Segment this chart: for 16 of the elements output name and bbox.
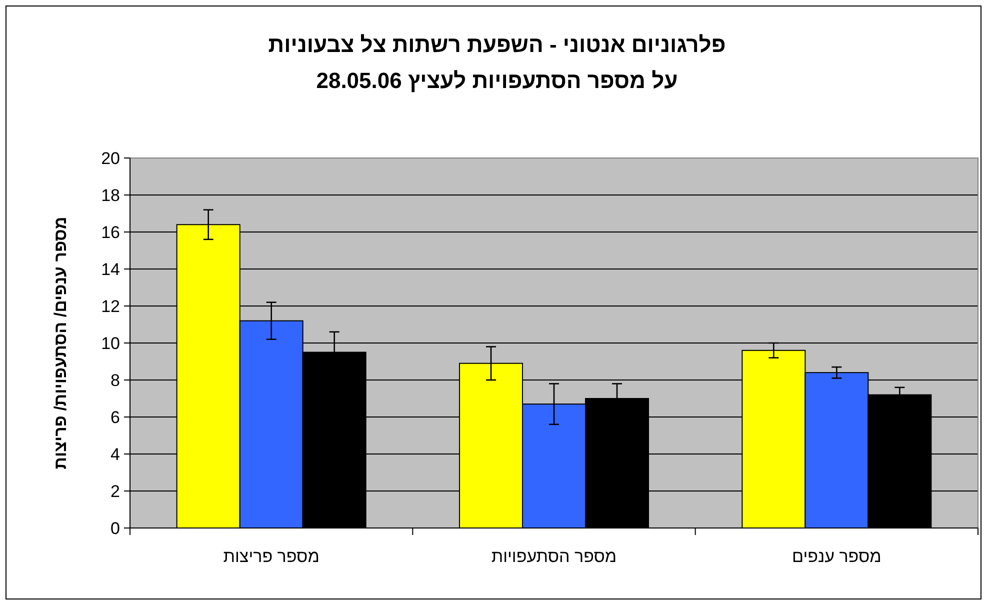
y-axis-title: מספר ענפים/ הסתעפויות/ פריצות	[51, 216, 70, 470]
y-tick-label: 6	[110, 408, 120, 427]
chart-title: פלרגוניום אנטוני - השפעת רשתות צל צבעוניות על מספר הסתעפויות לעציץ 28.05.06	[268, 32, 726, 93]
x-tick-label: מספר הסתעפויות	[491, 547, 617, 566]
y-tick-label: 18	[101, 186, 120, 205]
y-tick-label: 14	[101, 260, 120, 279]
y-tick-label: 0	[110, 519, 120, 538]
y-tick-label: 20	[101, 149, 120, 168]
y-tick-label: 10	[101, 334, 120, 353]
y-tick-label: 8	[110, 371, 120, 390]
y-tick-label: 12	[101, 297, 120, 316]
x-tick-label: מספר ענפים	[792, 547, 882, 566]
y-tick-label: 2	[110, 482, 120, 501]
y-tick-label: 16	[101, 223, 120, 242]
x-tick-label: מספר פריצות	[223, 547, 320, 566]
y-tick-label: 4	[110, 445, 120, 464]
